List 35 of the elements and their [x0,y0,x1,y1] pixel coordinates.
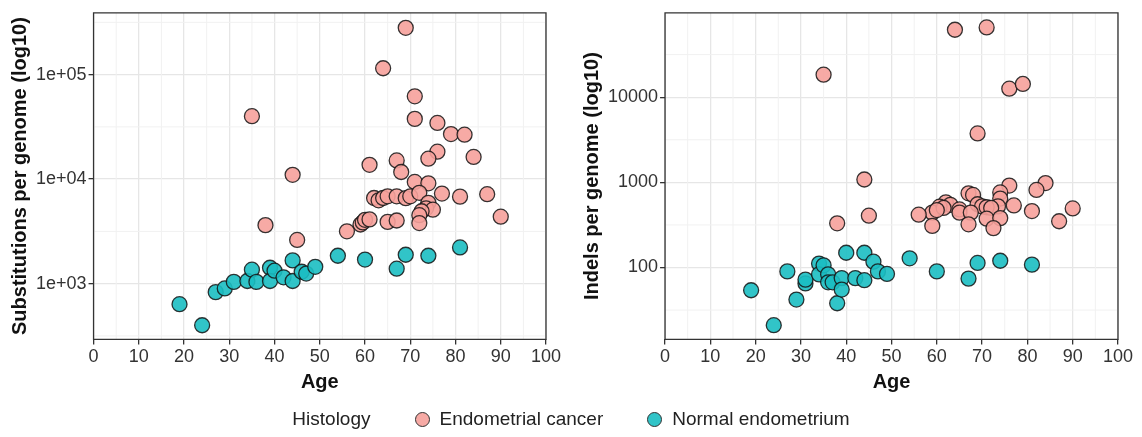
y-tick-label: 1e+05 [35,63,87,84]
x-tick-label: 100 [530,346,562,367]
x-tick-label: 90 [490,346,511,367]
y-tick-label: 1e+03 [35,272,87,293]
x-tick-label: 70 [972,346,993,367]
x-tick-label: 90 [1062,346,1083,367]
x-tick-label: 10 [128,346,149,367]
x-tick-label: 0 [660,346,671,367]
x-tick-label: 70 [400,346,421,367]
x-axis-title: Age [872,369,911,392]
y-axis-title: Indels per genome (log10) [579,52,602,301]
x-tick-label: 40 [264,346,285,367]
y-tick-label: 100 [628,256,659,277]
x-tick-label: 100 [1102,346,1134,367]
x-tick-label: 10 [700,346,721,367]
x-tick-label: 80 [445,346,466,367]
x-tick-label: 20 [745,346,766,367]
x-tick-label: 60 [926,346,947,367]
x-axis-title: Age [300,369,339,392]
legend-label: Endometrial cancer [439,408,604,430]
x-tick-label: 40 [836,346,857,367]
x-tick-label: 60 [355,346,376,367]
x-tick-label: 30 [219,346,240,367]
x-tick-label: 50 [881,346,902,367]
x-tick-label: 20 [174,346,195,367]
y-tick-label: 10000 [607,86,659,107]
legend-title: Histology [292,408,371,430]
y-tick-label: 1000 [618,171,659,192]
y-tick-label: 1e+04 [35,168,87,189]
x-tick-label: 30 [790,346,811,367]
x-tick-label: 50 [309,346,330,367]
x-tick-label: 80 [1017,346,1038,367]
legend-label: Normal endometrium [672,408,850,430]
x-tick-label: 0 [88,346,99,367]
y-axis-title: Substitutions per genome (log10) [7,17,30,335]
